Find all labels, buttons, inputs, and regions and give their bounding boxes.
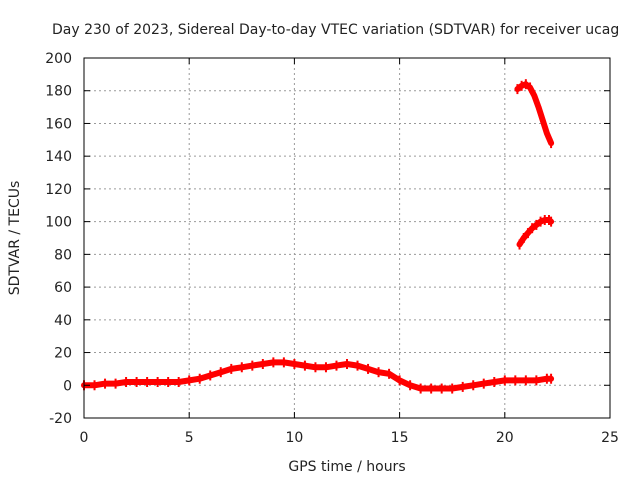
y-tick-label: 40 [54,313,72,329]
data-series [81,79,555,394]
y-tick-label: 0 [63,378,72,394]
series-mid-arc [516,215,555,250]
x-tick-label: 25 [601,430,619,446]
x-tick-label: 15 [391,430,409,446]
x-tick-label: 10 [285,430,303,446]
y-axis-label: SDTVAR / TECUs [7,181,23,296]
grid-lines [84,58,610,418]
y-tick-label: 80 [54,247,72,263]
y-tick-label: 140 [45,149,72,165]
plot-frame [83,57,611,419]
y-tick-label: 100 [45,215,72,231]
chart-title: Day 230 of 2023, Sidereal Day-to-day VTE… [52,22,619,38]
y-tick-label: 200 [45,51,72,67]
y-tick-label: -20 [49,411,72,427]
series-high-arc [514,79,555,149]
x-axis-label: GPS time / hours [288,459,405,475]
y-tick-label: 60 [54,280,72,296]
series-low-arc [81,357,555,394]
x-tick-label: 5 [185,430,194,446]
x-tick-label: 20 [496,430,514,446]
y-tick-label: 20 [54,346,72,362]
y-tick-label: 180 [45,84,72,100]
y-tick-label: 160 [45,116,72,132]
x-tick-label: 0 [80,430,89,446]
y-tick-label: 120 [45,182,72,198]
series-line [81,359,555,392]
axis-ticks: 0 5 10 15 20 25 -20 0 20 40 60 80 100 120 140 160 180 200 [45,51,619,446]
